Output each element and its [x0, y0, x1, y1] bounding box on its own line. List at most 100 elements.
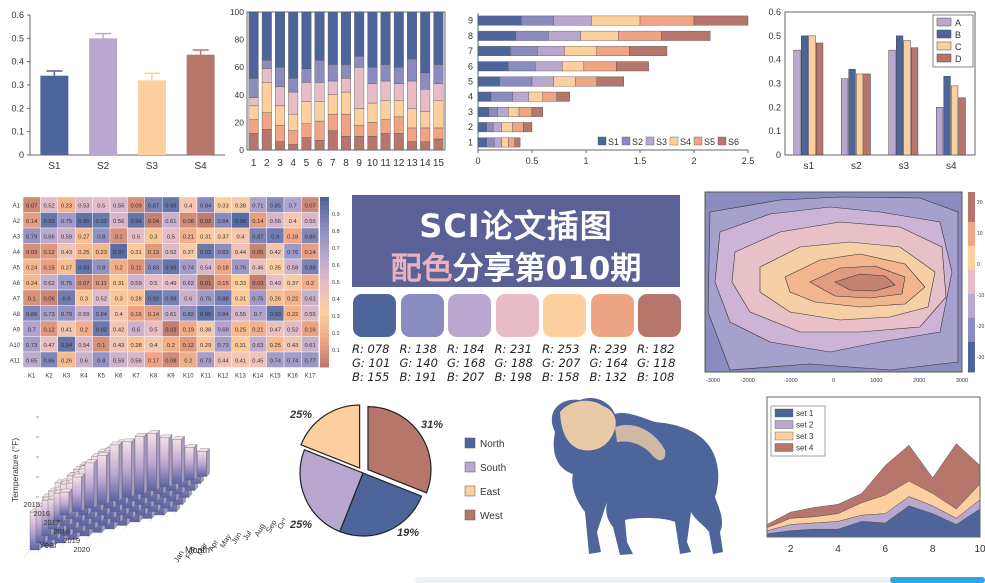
heatmap-value: 0.31 — [235, 343, 246, 349]
heatmap-value: 0.59 — [130, 281, 141, 287]
heatmap-value: 0.18 — [217, 265, 228, 271]
heatmap-value: 0.04 — [148, 219, 160, 225]
heatmap-value: 0.2 — [184, 358, 192, 364]
stack-segment — [501, 137, 509, 148]
heatmap-value: 0.4 — [184, 203, 193, 209]
x-tick-label: K14 — [253, 374, 264, 380]
heatmap-value: 0.42 — [270, 250, 281, 256]
heatmap-value: 0.21 — [183, 234, 194, 240]
stack-segment — [341, 78, 351, 93]
bar3d-side — [118, 441, 123, 502]
stack-segment — [574, 76, 597, 87]
colorbar-segment — [320, 214, 329, 219]
stack-segment — [314, 60, 325, 83]
heatmap-value: 0.87 — [252, 234, 263, 240]
bar3d-side — [106, 451, 110, 505]
bar3d-chart: JanFebMarAprMayJunJulAugSepOctNovDec2015… — [10, 416, 285, 564]
heatmap-value: 0.84 — [217, 312, 229, 318]
stack-segment — [433, 100, 444, 129]
scroll-thumb[interactable] — [890, 577, 985, 583]
colorbar-segment — [320, 337, 329, 342]
y-tick-label: A1 — [13, 203, 21, 209]
bar3d-front — [84, 462, 95, 509]
y-tick-label: 0 — [239, 145, 244, 155]
heatmap-value: 0.14 — [148, 312, 160, 318]
y-tick-label: 6 — [468, 61, 473, 71]
x-tick-label: 4 — [290, 158, 296, 169]
stack-segment — [508, 137, 515, 148]
heatmap-value: 0.37 — [217, 234, 228, 240]
colorbar-segment — [968, 288, 975, 295]
y-tick-label: A5 — [13, 265, 21, 271]
colorbar-segment — [320, 282, 329, 287]
legend-swatch — [621, 136, 631, 146]
heatmap-value: 0.93 — [78, 265, 89, 271]
color-swatch — [448, 294, 491, 337]
stack-segment — [341, 91, 351, 115]
stack-segment — [515, 30, 549, 41]
y-tick-label: 0 — [19, 150, 24, 160]
y-tick-label: 100 — [230, 7, 244, 17]
colorbar-label: 0.7 — [332, 246, 340, 252]
plot-frame — [766, 396, 981, 538]
colorbar-segment — [320, 235, 329, 240]
heatmap-value: 0.93 — [165, 203, 176, 209]
stack-segment — [501, 122, 513, 133]
colorbar-segment — [968, 324, 975, 331]
x-tick-label: 14 — [420, 158, 432, 169]
x-tick-label: -3000 — [706, 378, 720, 384]
x-tick-label: 2 — [691, 156, 696, 166]
heatmap-value: 0.74 — [183, 265, 195, 271]
heatmap-value: 0.1 — [115, 234, 123, 240]
stack-segment — [288, 130, 299, 145]
heatmap-value: 0.07 — [26, 203, 37, 209]
pie-value-label: 25% — [289, 519, 312, 531]
x-tick-label: 3 — [277, 158, 283, 169]
heatmap-value: 0.26 — [270, 296, 281, 302]
y-tick-label: 3 — [468, 107, 473, 117]
stack-segment — [341, 135, 351, 151]
heatmap-value: 0.28 — [130, 343, 141, 349]
heatmap-value: 0.58 — [287, 265, 298, 271]
stack-segment — [301, 82, 312, 102]
rgb-r: R: 184 — [447, 342, 485, 356]
heatmap-value: 0.25 — [270, 343, 281, 349]
y-tick-label: A3 — [13, 234, 21, 240]
stack-segment — [327, 64, 338, 82]
heatmap-value: 0.31 — [235, 296, 246, 302]
stack-segment — [523, 122, 533, 133]
y-tick-label: 0.4 — [11, 57, 24, 67]
horizontal-stacked-bar-chart: 0 0.5 1 1.5 2 2.5 1 2 3 4 5 6 7 8 9 S1 S2 S3 S4 S5 S6 — [468, 13, 754, 166]
bar — [856, 73, 864, 156]
heatmap-value: 0.8 — [97, 234, 105, 240]
colorbar-segment — [320, 260, 329, 266]
x-tick-label: K6 — [115, 374, 123, 380]
x-tick-label: 5 — [304, 158, 310, 169]
y-tick-label: 40 — [235, 90, 245, 100]
x-tick-label: K4 — [80, 374, 88, 380]
y-tick-label: A4 — [13, 250, 21, 256]
colorbar-label: 0.2 — [332, 331, 340, 337]
stack-segment — [367, 102, 378, 123]
stack-segment — [596, 46, 630, 56]
stack-segment — [490, 91, 513, 102]
stack-segment — [380, 133, 391, 151]
heatmap-value: 0.74 — [287, 358, 299, 364]
y-tick-label: 20 — [235, 117, 245, 127]
heatmap-value: 0.76 — [287, 250, 298, 256]
stack-segment — [354, 11, 365, 57]
heatmap-value: 0.02 — [200, 219, 211, 225]
colorbar-segment — [968, 366, 975, 373]
colorbar-segment — [968, 252, 975, 259]
x-tick-label: K12 — [218, 374, 229, 380]
heatmap-value: 0.23 — [61, 203, 72, 209]
title-rest: 分享第010期 — [452, 251, 642, 287]
bar3d-front — [147, 433, 157, 491]
legend-label: B — [955, 30, 961, 40]
rgb-r: R: 253 — [542, 342, 580, 356]
heatmap-value: 0.55 — [304, 219, 315, 225]
heatmap-value: 0.2 — [306, 281, 314, 287]
stack-segment — [535, 61, 563, 72]
rgb-r: R: 239 — [589, 342, 627, 356]
